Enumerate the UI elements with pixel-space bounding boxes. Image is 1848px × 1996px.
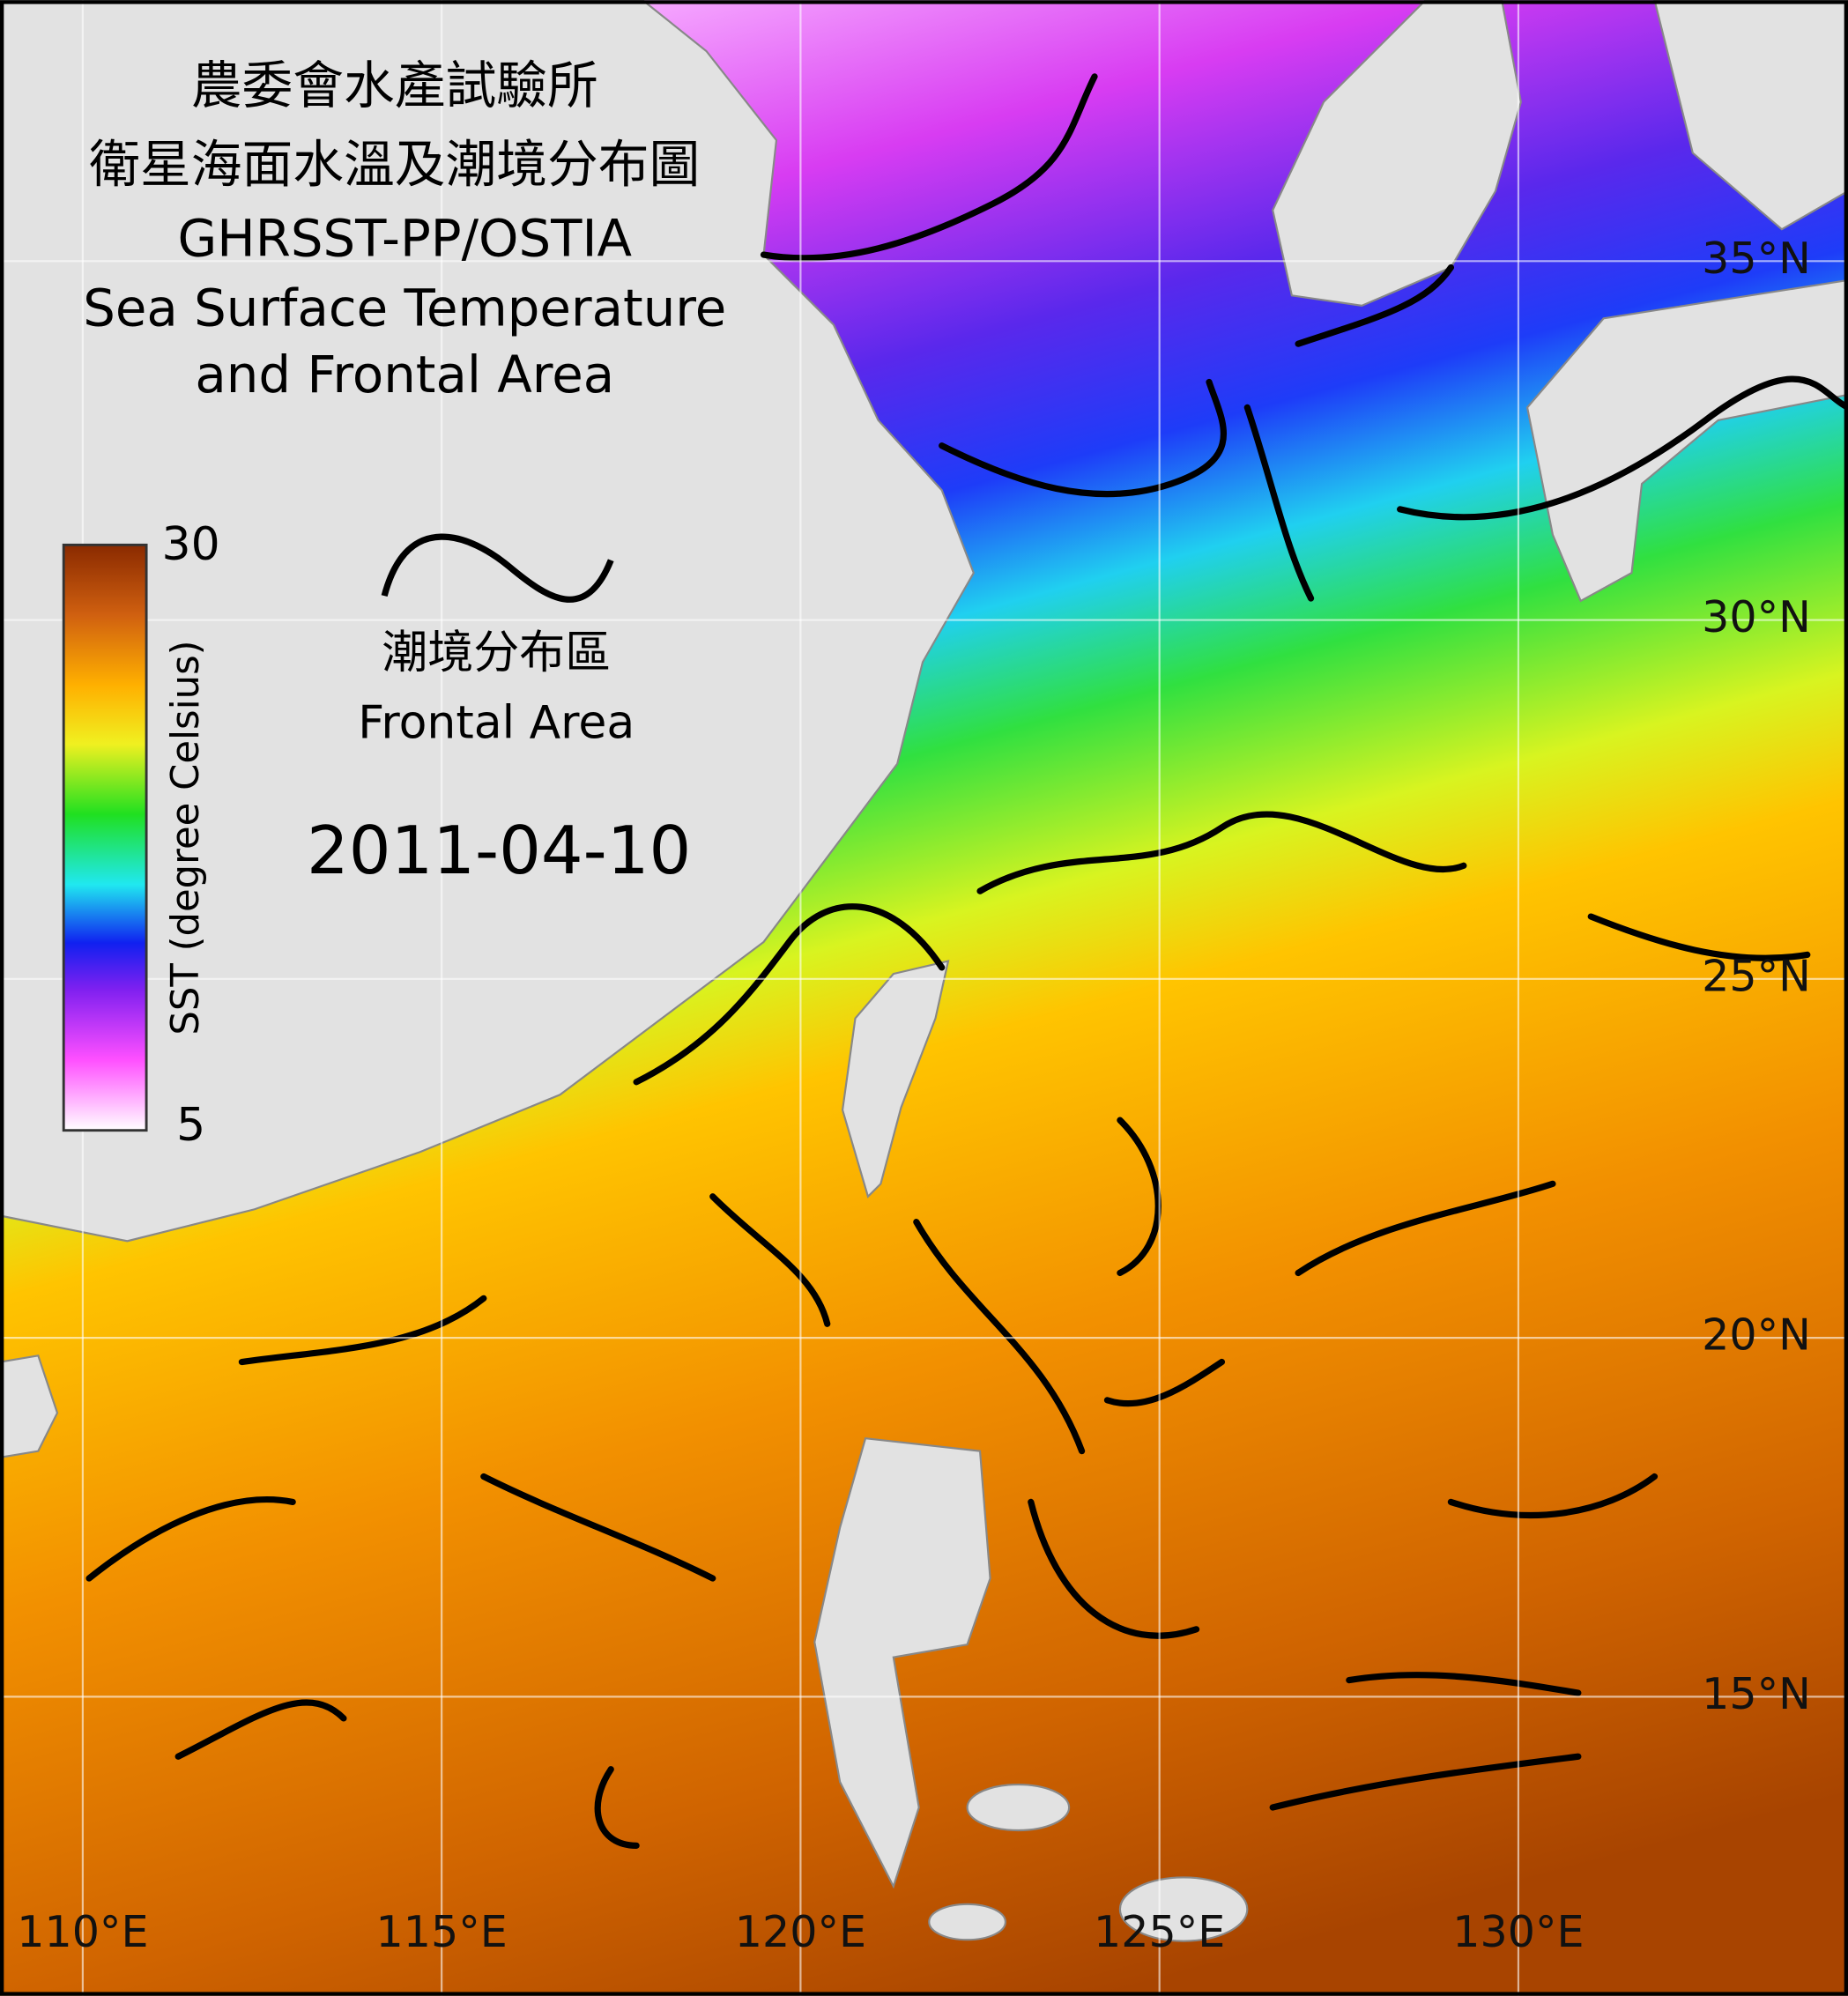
legend-label: 潮境分布區 [382,627,611,679]
colorbar [62,543,148,1132]
colorbar-label: SST (degree Celsius) [164,640,208,1035]
island [928,1903,1007,1941]
labels: 農委會水產試驗所 衛星海面水溫及潮境分布圖 GHRSST-PP/OSTIA Se… [17,56,1811,1957]
island [966,1783,1071,1832]
hainan [0,1354,59,1458]
front-line [1447,1473,1659,1518]
front-line [939,378,1227,498]
island [1118,1876,1249,1942]
title-line: Sea Surface Temperature [83,278,726,338]
front-line [633,903,946,1086]
front-line [1397,375,1848,521]
title-line: GHRSST-PP/OSTIA [178,208,633,268]
colorbar-tick-label: 5 [176,1099,205,1152]
front-line [1117,1117,1161,1277]
front-line [1028,1498,1200,1639]
front-line [1346,1672,1582,1696]
title-line: 農委會水產試驗所 [191,56,598,115]
front-line [1103,1358,1226,1407]
front-line [913,1219,1086,1455]
lat-label: 30°N [1702,591,1811,642]
front-line [1295,1180,1556,1277]
front-line [594,1766,640,1849]
lon-label: 110°E [17,1906,148,1957]
japan [1525,278,1848,603]
colorbar-tick-label: 30 [162,518,220,571]
legend-symbol [381,533,614,603]
front-line [1295,263,1455,347]
date: 2011-04-10 [307,812,691,889]
lat-label: 25°N [1702,950,1811,1001]
korea [1272,0,1522,307]
lat-label: 15°N [1702,1668,1811,1719]
front-line [85,1496,296,1582]
front-line [480,1473,716,1582]
lon-label: 115°E [376,1906,508,1957]
front-line [1269,1753,1582,1811]
title-line: 衛星海面水溫及潮境分布圖 [89,134,700,194]
legend-label: Frontal Area [358,696,635,749]
northeast [1653,0,1848,231]
lon-label: 120°E [735,1906,866,1957]
lat-label: 20°N [1702,1310,1811,1361]
front-line [709,1193,831,1327]
lon-label: 130°E [1452,1906,1584,1957]
front-line [238,1295,487,1366]
front-line [174,1699,347,1760]
lon-label: 125°E [1094,1906,1225,1957]
front-line [1587,913,1811,961]
front-line [976,811,1467,894]
taiwan [841,960,950,1198]
fronts [85,73,1848,1849]
luzon [813,1437,991,1889]
lat-label: 35°N [1702,233,1811,284]
front-line [760,73,1098,262]
front-line [1243,404,1315,602]
title-line: and Frontal Area [195,345,614,404]
